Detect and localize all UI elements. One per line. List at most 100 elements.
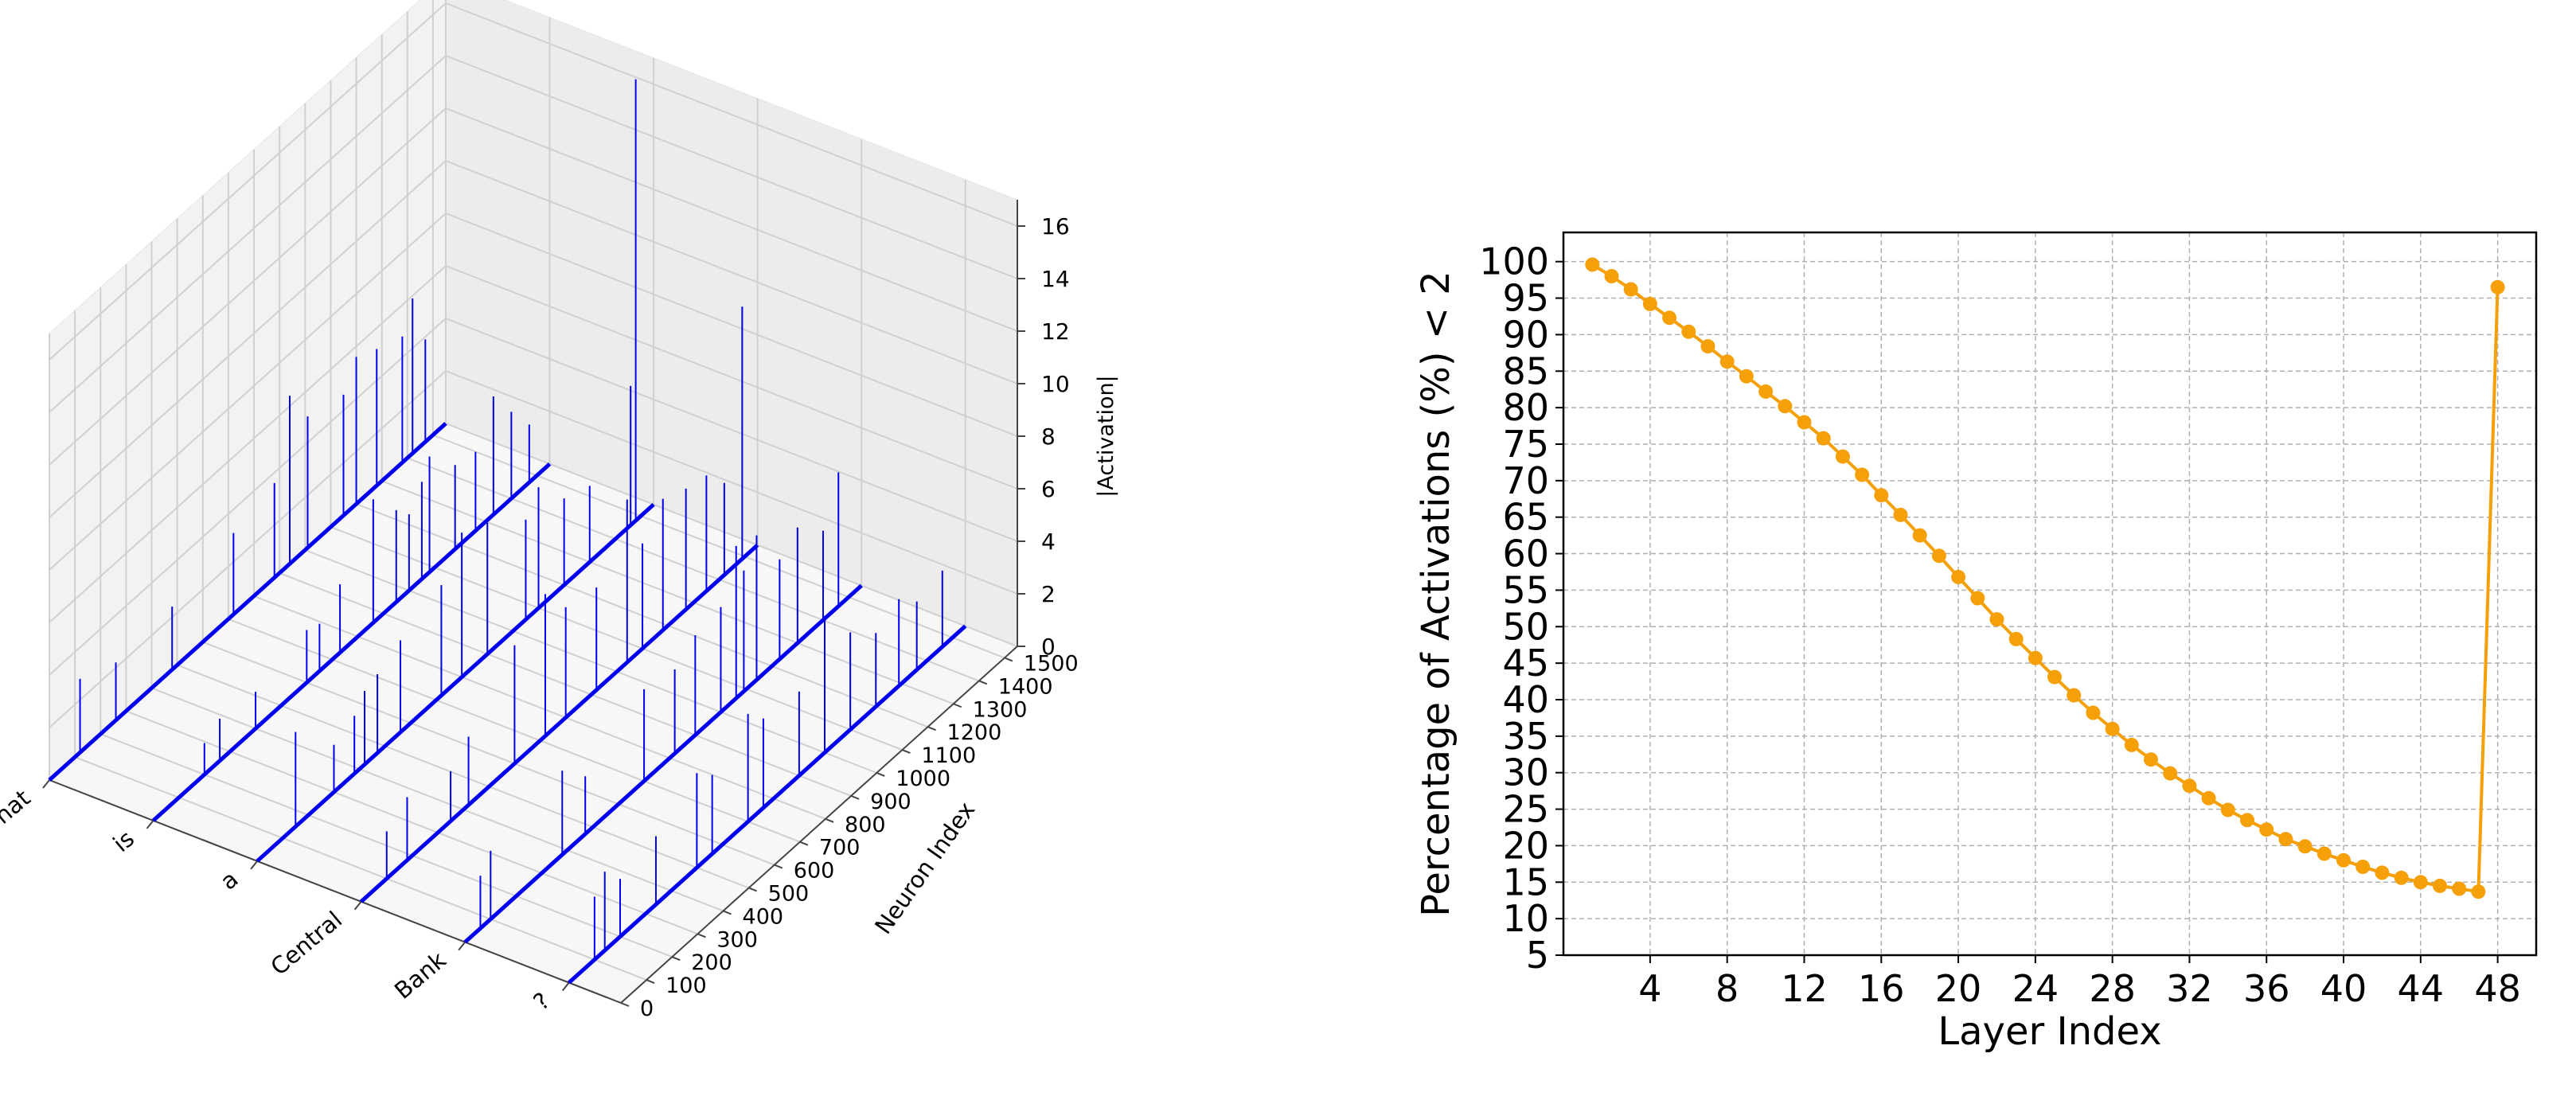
ytick-label: 40: [1502, 678, 1549, 721]
data-point: [1758, 384, 1774, 399]
neuron-tick: [902, 749, 911, 754]
tick-group: 5101520253035404550556065707580859095100…: [1479, 240, 2521, 1010]
activation-tick-label: 4: [1041, 529, 1056, 555]
data-point: [2047, 669, 2062, 685]
xtick-label: 16: [1858, 967, 1905, 1010]
data-point: [2008, 631, 2024, 646]
data-point: [1623, 282, 1638, 297]
neuron-tick: [697, 933, 706, 938]
data-point: [2220, 802, 2235, 817]
data-point: [2316, 846, 2332, 861]
neuron-tick-label: 500: [768, 881, 810, 906]
token-label: a: [215, 865, 243, 895]
ytick-label: 70: [1502, 459, 1549, 502]
xtick-label: 36: [2243, 967, 2290, 1010]
activation-tick-label: 10: [1041, 371, 1070, 397]
token-tick: [458, 942, 466, 951]
token-baseline: [151, 462, 552, 822]
ytick-label: 80: [1502, 386, 1549, 429]
neuron-tick-label: 1100: [921, 743, 976, 768]
neuron-tick: [876, 772, 885, 777]
neuron-tick: [978, 680, 988, 685]
data-point: [2240, 813, 2254, 828]
data-point: [2375, 865, 2390, 880]
data-point: [1893, 507, 1908, 522]
token-tick: [561, 981, 570, 992]
data-point: [2163, 766, 2178, 781]
data-point: [1912, 528, 1927, 543]
data-point: [2028, 650, 2043, 665]
data-point: [1719, 354, 1735, 369]
neuron-tick-label: 100: [665, 973, 707, 998]
data-point: [1700, 339, 1715, 354]
xtick-label: 28: [2089, 967, 2136, 1010]
ytick-label: 5: [1526, 934, 1549, 977]
neuron-tick-label: 1200: [947, 720, 1002, 745]
ytick-label: 50: [1502, 605, 1549, 648]
neuron-tick-label: 1000: [896, 767, 950, 791]
xtick-label: 48: [2474, 967, 2521, 1010]
series-group: [1585, 257, 2505, 899]
xtick-label: 12: [1781, 967, 1828, 1010]
neuron-tick-label: 600: [794, 859, 835, 884]
data-point: [2182, 778, 2197, 794]
ytick-label: 25: [1502, 788, 1549, 831]
data-point: [1931, 548, 1946, 564]
data-point: [1874, 488, 1889, 503]
xtick-label: 40: [2320, 967, 2367, 1010]
data-point: [2336, 852, 2351, 868]
token-tick: [353, 901, 362, 911]
neuron-tick-label: 1500: [1024, 651, 1079, 676]
neuron-tick-label: 300: [716, 927, 758, 952]
data-point: [1681, 324, 1696, 339]
data-point: [2067, 688, 2082, 703]
neuron-tick: [723, 910, 732, 915]
neuron-tick: [825, 817, 834, 823]
ytick-label: 95: [1502, 277, 1549, 320]
ytick-label: 75: [1502, 423, 1549, 466]
xtick-label: 44: [2398, 967, 2445, 1010]
x-axis-line: [49, 779, 622, 1004]
token-baseline: [463, 583, 863, 944]
xtick-label: 32: [2166, 967, 2213, 1010]
data-point: [2201, 790, 2216, 806]
data-point: [1989, 612, 2004, 627]
data-point: [1662, 310, 1677, 326]
neuron-tick-label: 200: [691, 950, 732, 975]
data-point: [2086, 705, 2101, 720]
xtick-label: 24: [2012, 967, 2059, 1010]
data-point: [2105, 721, 2120, 736]
neuron-tick-label: 900: [870, 790, 911, 814]
grid-group: [49, 0, 1018, 1004]
data-point: [1816, 431, 1831, 446]
neuron-tick: [646, 979, 655, 985]
xaxis-title: Layer Index: [1938, 1009, 2161, 1054]
ytick-label: 85: [1502, 349, 1549, 392]
token-tick: [250, 860, 258, 870]
data-point: [1739, 369, 1754, 384]
data-point: [1970, 591, 1985, 606]
sparsity-line-chart: 5101520253035404550556065707580859095100…: [1414, 231, 2538, 1054]
token-baseline: [359, 543, 759, 903]
data-point: [1855, 467, 1870, 482]
data-point: [2355, 860, 2371, 874]
ytick-label: 10: [1502, 897, 1549, 940]
data-point: [1951, 569, 1966, 584]
neuron-tick-label: 400: [743, 904, 784, 929]
neuron-tick: [927, 726, 936, 732]
grid-group: [1563, 232, 2536, 956]
data-point: [1585, 257, 1600, 272]
neuron-tick-label: 800: [845, 813, 886, 837]
ytick-label: 45: [1502, 642, 1549, 685]
data-point: [2297, 839, 2313, 854]
neuron-tick: [671, 956, 681, 962]
data-point: [2144, 752, 2158, 767]
activation-tick-label: 6: [1041, 476, 1056, 502]
ytick-label: 15: [1502, 860, 1549, 903]
data-point: [2471, 884, 2486, 899]
token-baseline: [256, 502, 655, 863]
neuron-tick: [748, 887, 758, 892]
yaxis-title: Neuron Index: [869, 797, 980, 939]
